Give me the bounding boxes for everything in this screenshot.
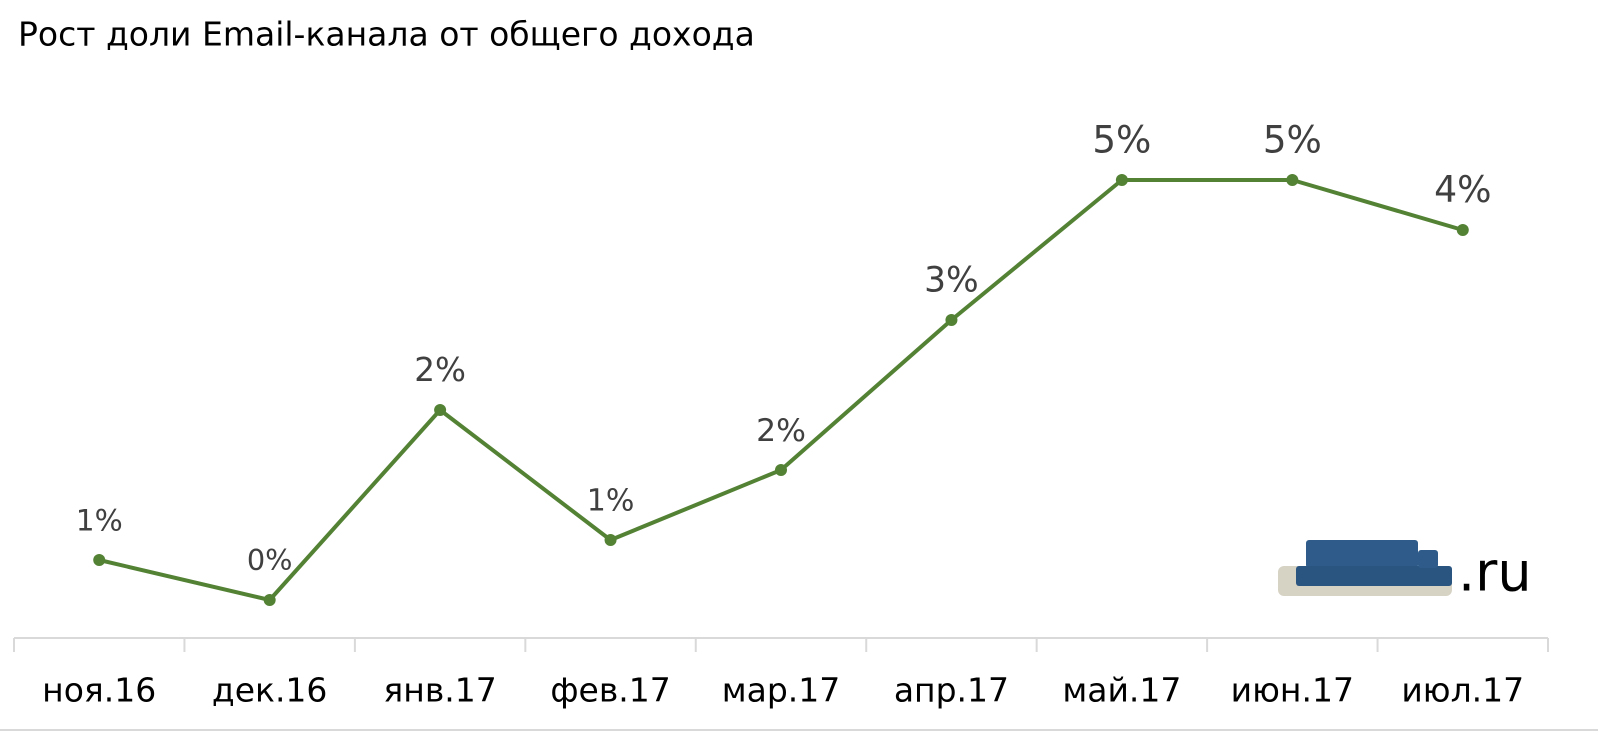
point [1286,174,1299,186]
data-label: 1% [76,504,123,538]
x-tick-label: мар.17 [722,671,841,710]
sofa-seat [1296,566,1452,586]
logo: .ru [1278,540,1532,604]
x-tick-label: дек.16 [212,671,328,710]
point [263,594,276,606]
data-label: 4% [1434,168,1491,211]
x-tick-label: апр.17 [894,671,1009,710]
data-label: 5% [1092,118,1151,162]
data-label: 1% [587,484,635,519]
data-label: 2% [414,351,466,389]
x-tick-label: янв.17 [383,671,496,710]
point [93,554,106,566]
data-label: 5% [1263,118,1322,162]
x-tick-label: май.17 [1062,671,1181,710]
data-label: 3% [924,261,979,301]
logo-text: .ru [1458,541,1532,604]
x-tick-label: ноя.16 [42,671,156,710]
x-tick-label: июн.17 [1231,671,1354,710]
point [775,464,787,476]
point [604,534,617,546]
line [98,178,1464,602]
point [1456,224,1469,236]
point [945,314,958,326]
data-label: 0% [247,543,293,577]
x-tick-label: фев.17 [550,671,670,710]
point [434,404,447,416]
point [1115,174,1128,186]
sofa-back [1306,540,1418,568]
data-label: 2% [756,413,806,449]
sofa-pillow [1418,550,1438,568]
chart-title: Рост доли Email-канала от общего дохода [18,15,755,54]
x-tick-label: июл.17 [1401,671,1524,710]
